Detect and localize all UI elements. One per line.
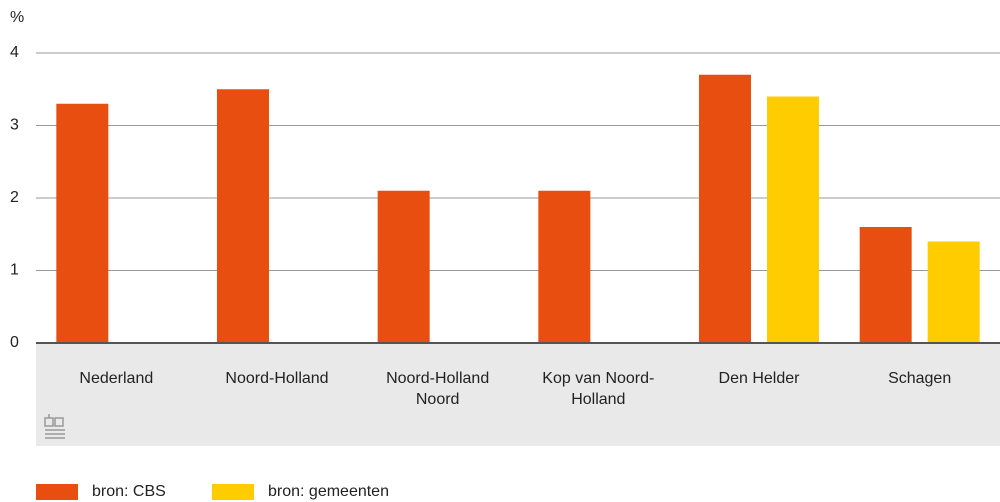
x-tick-label: Noord-Holland <box>225 370 329 387</box>
bar <box>927 241 980 343</box>
bar <box>767 96 819 343</box>
legend-swatch <box>36 484 78 500</box>
category-band <box>36 344 1000 446</box>
legend-label: bron: gemeenten <box>268 483 389 500</box>
bar <box>859 227 912 343</box>
bar <box>217 89 269 343</box>
x-tick-label: Schagen <box>888 370 952 387</box>
legend-swatch <box>212 484 254 500</box>
y-tick-label: 2 <box>10 189 19 206</box>
y-tick-label: 1 <box>10 262 19 279</box>
x-tick-label: Nederland <box>79 370 154 387</box>
bar <box>377 190 430 343</box>
y-axis-label: % <box>10 9 24 26</box>
bar <box>699 74 751 343</box>
bar <box>56 103 109 343</box>
y-tick-label: 3 <box>10 117 19 134</box>
legend-label: bron: CBS <box>92 483 166 500</box>
y-tick-label: 4 <box>10 44 19 61</box>
y-tick-label: 0 <box>10 334 19 351</box>
x-tick-label: Noord-Holland Noord <box>386 370 490 408</box>
logo <box>44 414 65 439</box>
bar <box>538 190 591 343</box>
x-tick-label: Kop van Noord-Holland <box>542 370 655 408</box>
x-tick-label: Den Helder <box>718 370 800 387</box>
